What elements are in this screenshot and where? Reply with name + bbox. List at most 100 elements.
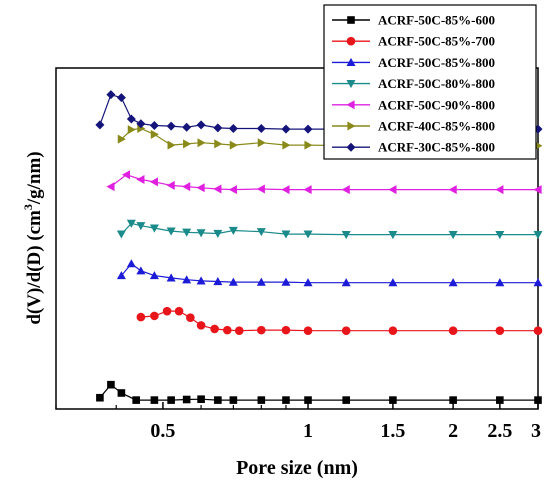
y-axis-label-tail: /g/nm) xyxy=(24,151,45,205)
data-point xyxy=(213,229,223,238)
x-tick-label: 2 xyxy=(448,420,458,442)
data-point xyxy=(533,185,542,195)
data-point xyxy=(136,222,146,231)
data-point xyxy=(149,224,159,233)
data-point xyxy=(281,124,291,134)
data-point xyxy=(388,185,397,195)
data-point xyxy=(197,138,206,148)
data-point xyxy=(166,121,176,131)
series-ACRF-50C-90%-800 xyxy=(106,170,542,195)
data-point xyxy=(166,180,175,190)
x-axis-label: Pore size (nm) xyxy=(236,457,358,479)
data-point xyxy=(196,229,206,238)
series-ACRF-50C-85%-700 xyxy=(136,306,543,336)
x-tick-label: 0.5 xyxy=(150,420,175,442)
data-point xyxy=(150,311,159,321)
data-point xyxy=(257,325,266,335)
data-point xyxy=(256,184,265,194)
data-point xyxy=(167,396,175,404)
data-point xyxy=(96,393,104,402)
data-point xyxy=(126,219,136,228)
legend-marker xyxy=(346,142,356,152)
data-point xyxy=(228,185,237,195)
data-point xyxy=(166,227,176,236)
data-point xyxy=(196,276,206,285)
legend-entry: ACRF-50C-90%-800 xyxy=(332,97,495,112)
data-point xyxy=(116,230,126,239)
data-point xyxy=(495,231,505,240)
legend-label: ACRF-50C-85%-600 xyxy=(378,13,495,28)
data-point xyxy=(534,396,542,404)
data-point xyxy=(150,129,159,139)
data-point xyxy=(388,326,398,336)
data-point xyxy=(257,396,266,404)
data-point xyxy=(222,325,232,335)
data-point xyxy=(282,396,290,404)
y-axis-label-superscript: 3 xyxy=(21,204,35,210)
legend-label: ACRF-50C-85%-800 xyxy=(378,55,495,70)
data-point xyxy=(127,125,136,135)
legend-box xyxy=(323,4,537,160)
legend-items: ACRF-50C-85%-600 ACRF-50C-85%-700 ACRF-50C… xyxy=(332,13,495,155)
legend-entry: ACRF-50C-85%-800 xyxy=(332,55,495,70)
data-point xyxy=(496,396,504,404)
data-point xyxy=(256,277,266,286)
legend-marker xyxy=(346,57,356,66)
legend-marker xyxy=(347,121,356,131)
series-ACRF-50C-85%-800 xyxy=(116,259,543,287)
legend: ACRF-50C-85%-600 ACRF-50C-85%-700 ACRF-50C… xyxy=(323,4,537,160)
data-point xyxy=(213,184,222,194)
data-point xyxy=(342,396,350,404)
data-point xyxy=(213,276,223,286)
legend-label: ACRF-40C-85%-800 xyxy=(378,119,495,134)
data-point xyxy=(341,326,351,336)
data-point xyxy=(533,278,543,287)
x-tick-label: 1 xyxy=(303,420,313,442)
data-point xyxy=(228,123,238,133)
data-point xyxy=(136,266,146,275)
legend-entry: ACRF-50C-85%-600 xyxy=(332,13,495,28)
data-point xyxy=(182,228,192,237)
data-point xyxy=(303,230,313,239)
legend-entry: ACRF-40C-85%-800 xyxy=(332,119,495,134)
data-point xyxy=(229,140,238,150)
data-point xyxy=(234,326,244,336)
data-point xyxy=(121,170,131,180)
data-point xyxy=(214,139,223,149)
data-point xyxy=(533,231,543,240)
data-point xyxy=(448,278,458,287)
data-point xyxy=(162,306,172,316)
series-ACRF-50C-85%-600 xyxy=(96,380,542,404)
data-point xyxy=(182,395,191,404)
data-point xyxy=(126,114,136,124)
data-point xyxy=(150,396,159,404)
series-line xyxy=(110,174,538,191)
legend-marker xyxy=(347,16,355,24)
data-point xyxy=(448,231,458,240)
data-point xyxy=(136,312,146,322)
legend-entry: ACRF-50C-80%-800 xyxy=(332,76,495,91)
data-point xyxy=(341,185,350,195)
x-tick-label: 1.5 xyxy=(380,420,405,442)
data-point xyxy=(167,140,176,150)
legend-label: ACRF-50C-90%-800 xyxy=(378,97,495,112)
data-point xyxy=(136,119,146,129)
legend-entry: ACRF-50C-85%-700 xyxy=(332,34,495,49)
x-tick-label: 2.5 xyxy=(487,420,512,442)
data-point xyxy=(149,271,159,280)
data-point xyxy=(197,395,205,404)
data-point xyxy=(213,123,223,133)
data-point xyxy=(166,273,176,282)
data-point xyxy=(282,140,291,150)
data-point xyxy=(126,259,136,268)
data-point xyxy=(388,231,398,240)
data-point xyxy=(196,321,206,330)
data-point xyxy=(210,324,219,334)
data-point xyxy=(281,230,291,239)
data-point xyxy=(533,326,543,336)
data-point xyxy=(495,278,505,287)
data-point xyxy=(303,124,313,134)
data-point xyxy=(303,326,313,336)
